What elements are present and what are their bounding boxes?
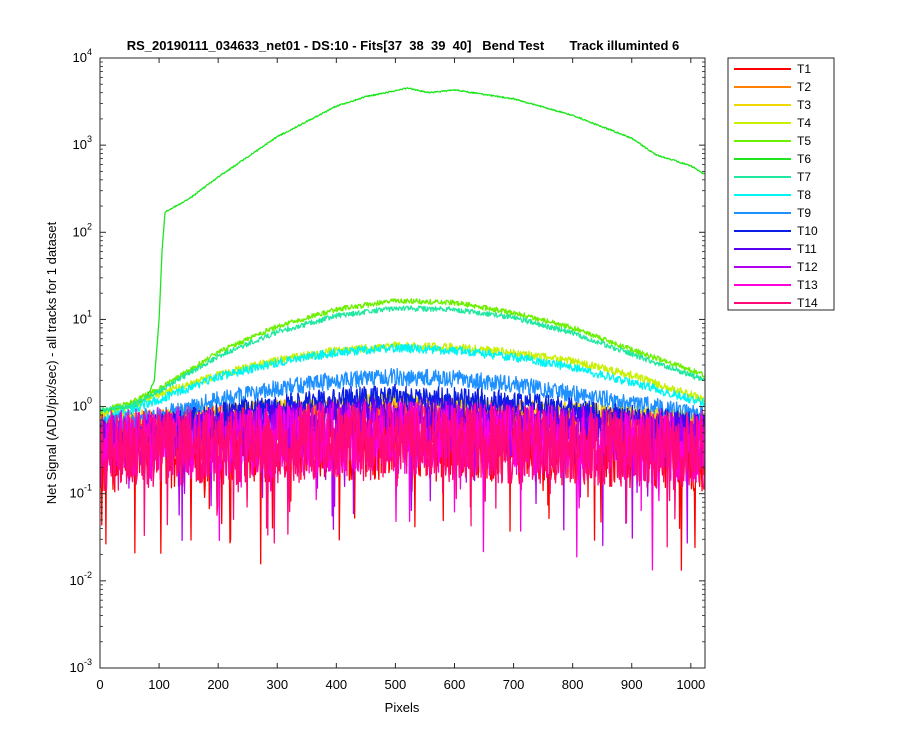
series-line-t14 (100, 402, 705, 548)
chart-title: RS_20190111_034633_net01 - DS:10 - Fits[… (127, 38, 680, 53)
y-tick-label: 100 (73, 396, 92, 414)
y-tick-label: 10-2 (70, 570, 92, 588)
legend-label-t13: T13 (797, 278, 818, 292)
x-tick-label: 0 (96, 677, 103, 692)
y-tick-label: 10-3 (70, 657, 92, 675)
series-line-t7 (100, 305, 705, 413)
series-line-t6 (100, 87, 705, 412)
y-axis-label: Net Signal (ADU/pix/sec) - all tracks fo… (44, 221, 59, 504)
legend-label-t2: T2 (797, 80, 811, 94)
legend-box (727, 57, 835, 311)
y-tick-label: 101 (73, 308, 92, 326)
x-axis: 0 100 200 300 400 500 600 700 800 900 1000 (96, 58, 705, 692)
x-tick-label: 200 (207, 677, 229, 692)
y-tick-label: 104 (73, 47, 92, 65)
series-line-t9 (100, 367, 705, 435)
x-tick-label: 700 (503, 677, 525, 692)
legend-label-t5: T5 (797, 134, 811, 148)
legend-label-t4: T4 (797, 116, 811, 130)
x-tick-label: 1000 (676, 677, 705, 692)
x-tick-label: 600 (444, 677, 466, 692)
x-tick-label: 900 (621, 677, 643, 692)
legend: T1 T2 T3 T4 T5 T6 T7 T8 T9 T10 T11 T12 T13 T14 (727, 57, 835, 311)
series-line-t5 (100, 297, 705, 413)
y-tick-label: 103 (73, 134, 92, 152)
plot-frame (99, 57, 706, 669)
legend-label-t6: T6 (797, 152, 811, 166)
legend-label-t7: T7 (797, 170, 811, 184)
legend-label-t10: T10 (797, 224, 818, 238)
y-tick-label: 102 (73, 221, 92, 239)
legend-label-t14: T14 (797, 296, 818, 310)
x-tick-label: 300 (266, 677, 288, 692)
x-tick-label: 400 (325, 677, 347, 692)
y-tick-label: 10-1 (70, 483, 92, 501)
legend-label-t12: T12 (797, 260, 818, 274)
legend-label-t3: T3 (797, 98, 811, 112)
x-tick-label: 500 (385, 677, 407, 692)
legend-label-t9: T9 (797, 206, 811, 220)
legend-label-t8: T8 (797, 188, 811, 202)
x-tick-label: 800 (562, 677, 584, 692)
x-tick-label: 100 (148, 677, 170, 692)
plot-lines (100, 87, 705, 571)
x-axis-label: Pixels (385, 700, 420, 715)
legend-label-t1: T1 (797, 62, 811, 76)
series-line-t8 (100, 343, 705, 424)
y-axis: 10-3 10-2 10-1 100 101 102 103 104 (70, 47, 705, 675)
legend-label-t11: T11 (797, 242, 817, 256)
